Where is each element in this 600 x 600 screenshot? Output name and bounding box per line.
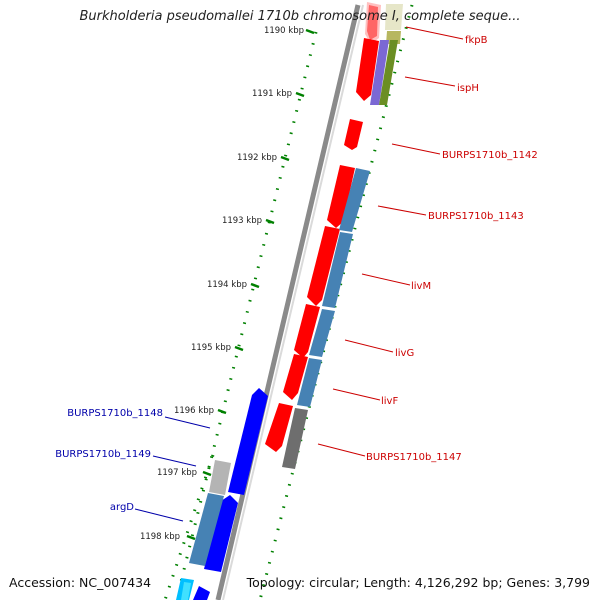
leader-line-livF [332, 388, 381, 401]
tick-label: 1192 kbp [237, 153, 277, 163]
leader-line-fkpB [405, 26, 464, 40]
cds-bar-BURPS1710b-1149[interactable] [189, 493, 224, 566]
gene-label-fkpB[interactable]: fkpB [465, 35, 488, 46]
gene-label-ispH[interactable]: ispH [457, 83, 479, 94]
gene-BURPS1710b-1142-arrow[interactable] [344, 119, 363, 150]
gene-BURPS1710b-1147-arrow[interactable] [265, 403, 293, 452]
gene-label-BURPS1710b-1149[interactable]: BURPS1710b_1149 [55, 449, 151, 460]
tick-label: 1194 kbp [207, 280, 247, 290]
tick-mark [186, 534, 196, 541]
forward-strand-genes [265, 2, 381, 452]
gene-label-livF[interactable]: livF [381, 396, 398, 407]
chromosome-backbone [215, 4, 364, 600]
reverse-strand-genes [193, 388, 268, 600]
cds-bar-livG[interactable] [309, 309, 335, 357]
gene-label-livM[interactable]: livM [411, 281, 431, 292]
reverse-cds-bars [176, 460, 231, 600]
leader-line-argD [134, 508, 184, 522]
tick-label: 1193 kbp [222, 216, 262, 226]
tick-scale-line [177, 31, 318, 591]
tick-marks [186, 28, 315, 541]
tick-mark [305, 28, 315, 35]
gene-BURPS1710b-1143-arrow[interactable] [327, 165, 355, 228]
gene-label-BURPS1710b-1148[interactable]: BURPS1710b_1148 [67, 408, 163, 419]
reverse-label-leaders [134, 416, 211, 522]
topology-label: Topology: circular; Length: 4,126,292 bp… [246, 575, 590, 590]
tick-label: 1195 kbp [191, 343, 231, 353]
tick-label: 1191 kbp [252, 89, 292, 99]
leader-line-BURPS1710b-1142 [391, 143, 441, 155]
accession-label: Accession: NC_007434 [9, 575, 152, 590]
forward-gene-labels: fkpB ispH BURPS1710b_1142 BURPS1710b_114… [366, 35, 538, 463]
gene-label-BURPS1710b-1147[interactable]: BURPS1710b_1147 [366, 452, 462, 463]
gene-livF-arrow[interactable] [283, 354, 308, 400]
cds-bar-ispH-olive[interactable] [379, 40, 398, 105]
cds-bar-argD-inner[interactable] [181, 582, 191, 600]
forward-label-leaders [317, 26, 464, 457]
map-title: Burkholderia pseudomallei 1710b chromoso… [79, 9, 521, 24]
tick-mark [202, 470, 212, 477]
tick-mark [280, 155, 290, 162]
gene-livG-arrow[interactable] [294, 304, 320, 358]
leader-line-BURPS1710b-1149 [152, 455, 197, 467]
cds-bar-BURPS1710b-1143[interactable] [339, 168, 370, 232]
gene-livM-arrow[interactable] [307, 226, 340, 306]
leader-line-ispH [404, 76, 456, 87]
tick-mark [265, 218, 275, 225]
tick-mark [217, 408, 227, 415]
tick-mark [295, 91, 305, 98]
gene-BURPS1710b-1149-arrow[interactable] [204, 495, 238, 572]
leader-line-livM [361, 273, 411, 286]
gene-label-livG[interactable]: livG [395, 348, 414, 359]
cds-bar-BURPS1710b-1147[interactable] [282, 408, 308, 469]
tick-label: 1190 kbp [264, 26, 304, 36]
gene-label-BURPS1710b-1143[interactable]: BURPS1710b_1143 [428, 211, 524, 222]
tick-labels: 1190 kbp 1191 kbp 1192 kbp 1193 kbp 1194… [140, 26, 304, 542]
tick-mark [250, 282, 260, 289]
gene-label-BURPS1710b-1142[interactable]: BURPS1710b_1142 [442, 150, 538, 161]
leader-line-BURPS1710b-1147 [317, 443, 366, 457]
reverse-gene-labels: BURPS1710b_1148 BURPS1710b_1149 argD [55, 408, 163, 513]
tick-label: 1198 kbp [140, 532, 180, 542]
cds-bar-BURPS1710b-1148[interactable] [209, 460, 231, 495]
gene-fkpB-core[interactable] [367, 5, 378, 40]
gene-ispH-arrow[interactable] [356, 38, 379, 101]
cds-bar-livM[interactable] [322, 232, 353, 308]
tick-label: 1197 kbp [157, 468, 197, 478]
gene-BURPS1710b-1148-arrow[interactable] [228, 388, 268, 495]
cds-bar-ispH-purple[interactable] [370, 40, 389, 105]
tick-label: 1196 kbp [174, 406, 214, 416]
gene-argD-arrow[interactable] [193, 586, 210, 600]
cds-bar-fkpB[interactable] [385, 4, 403, 30]
cds-bar-livF[interactable] [297, 358, 322, 407]
leader-line-livG [344, 339, 394, 353]
forward-cds-bars [282, 4, 403, 469]
inner-dotted-line [163, 454, 215, 600]
tick-mark [234, 345, 244, 352]
leader-line-BURPS1710b-1143 [377, 205, 427, 216]
gene-label-argD[interactable]: argD [110, 502, 134, 513]
leader-line-BURPS1710b-1148 [164, 416, 211, 429]
